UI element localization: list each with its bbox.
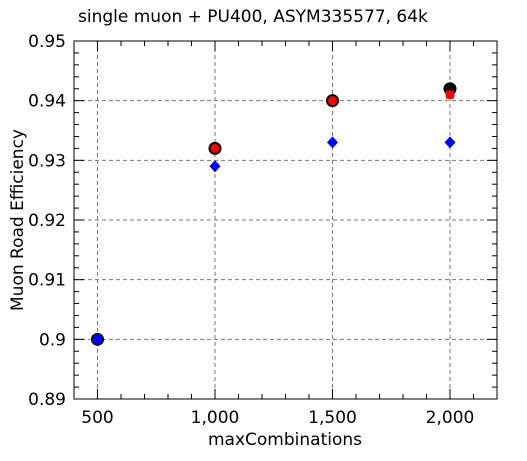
x-tick-label: 500 — [81, 408, 113, 428]
data-point — [327, 136, 338, 149]
y-tick-label: 0.92 — [28, 211, 66, 231]
x-tick-label: 2,000 — [426, 408, 475, 428]
y-tick-label: 0.89 — [28, 390, 66, 410]
grid — [74, 41, 497, 399]
x-tick-label: 1,500 — [308, 408, 357, 428]
data-markers — [91, 82, 457, 346]
data-point — [446, 90, 454, 99]
data-point — [328, 96, 337, 106]
data-point — [92, 334, 103, 345]
tick-labels: 500 1,000 1,500 2,000 0.89 0.9 0.91 0.92 0.93 0.9… — [28, 32, 474, 428]
y-tick-label: 0.9 — [39, 330, 66, 350]
x-tick-label: 1,000 — [191, 408, 240, 428]
x-axis-label: maxCombinations — [208, 430, 362, 450]
axis-ticks — [74, 40, 497, 400]
y-tick-label: 0.94 — [28, 92, 66, 112]
y-tick-label: 0.91 — [28, 271, 66, 291]
y-tick-label: 0.95 — [28, 32, 66, 52]
y-tick-label: 0.93 — [28, 151, 66, 171]
data-point — [444, 136, 456, 149]
y-axis-label: Muon Road Efficiency — [8, 129, 28, 311]
chart-title: single muon + PU400, ASYM335577, 64k — [78, 7, 428, 27]
data-point — [210, 143, 220, 153]
data-point — [209, 160, 221, 173]
